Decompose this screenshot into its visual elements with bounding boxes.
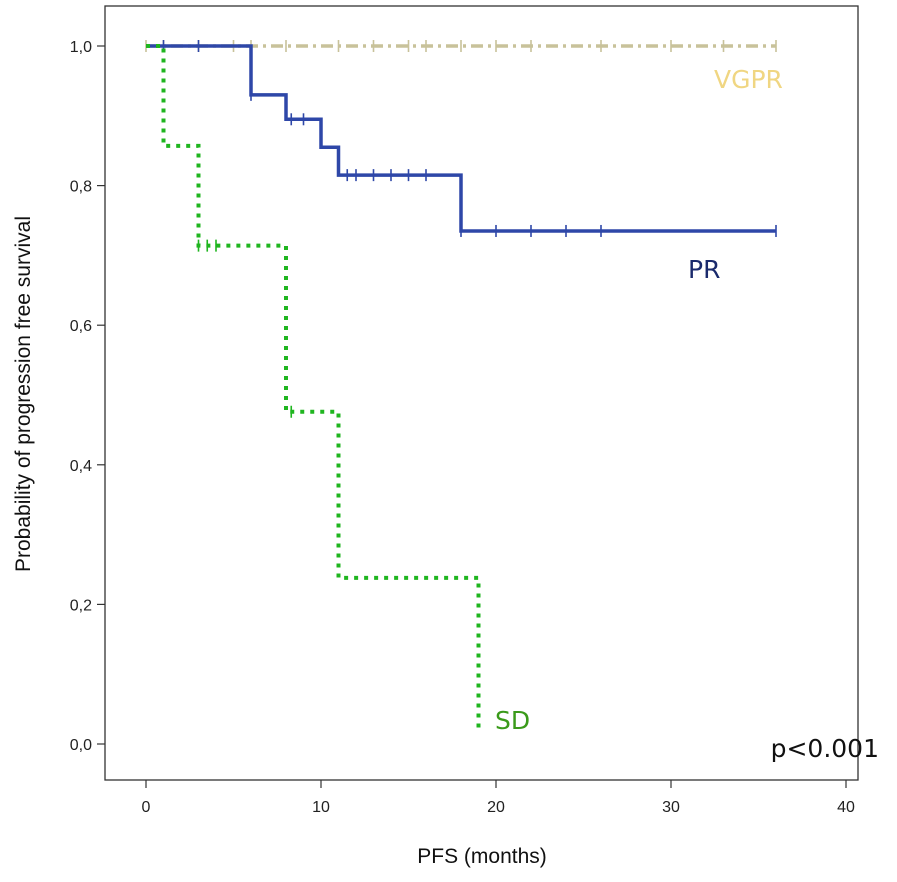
x-tick-label: 40 [837,799,855,816]
sd-curve [146,44,481,731]
x-tick-label: 0 [142,799,151,816]
y-tick-label: 1,0 [70,39,92,56]
sd-label: SD [495,706,530,735]
sd-series [146,44,481,731]
x-tick-label: 20 [487,799,505,816]
pr-curve [146,44,776,233]
pr-series [146,40,777,237]
x-axis-title: PFS (months) [417,845,547,868]
pr-label: PR [688,255,720,284]
vgpr-label: VGPR [714,65,783,94]
x-tick-label: 10 [312,799,330,816]
y-axis: 0,0 0,2 0,4 0,6 0,8 1,0 [70,39,105,754]
plot-frame [104,5,859,781]
y-tick-label: 0,6 [70,318,92,335]
y-tick-label: 0,0 [70,737,92,754]
y-axis-title: Probability of progression free survival [12,216,35,572]
series-layer [145,40,777,731]
p-value-annotation: p<0.001 [771,734,879,763]
y-tick-label: 0,4 [70,458,92,475]
y-tick-label: 0,2 [70,597,92,614]
y-tick-label: 0,8 [70,179,92,196]
x-axis: 0 10 20 30 40 [142,780,855,816]
x-tick-label: 30 [662,799,680,816]
